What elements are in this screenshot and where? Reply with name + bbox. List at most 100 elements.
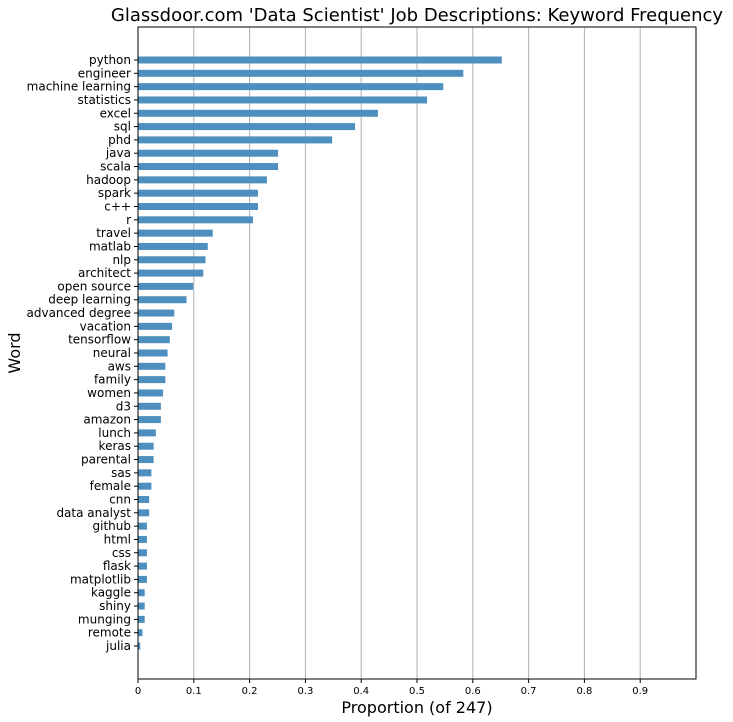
y-tick-label: engineer [78,66,131,80]
y-tick-label: css [112,546,131,560]
bar-phd [138,136,333,144]
y-tick-label: aws [108,359,131,373]
bar-css [138,549,147,557]
y-tick-label: flask [103,559,131,573]
bar-tensorflow [138,336,170,344]
y-tick-label: cnn [109,493,131,507]
bar-neural [138,349,168,357]
bar-github [138,522,147,530]
x-tick-label: 0 [135,686,141,697]
y-tick-label: advanced degree [27,306,132,320]
bars [138,56,502,650]
chart-title: Glassdoor.com 'Data Scientist' Job Descr… [111,5,724,26]
y-tick-label: shiny [99,599,131,613]
x-tick-label: 0.7 [521,686,537,697]
y-tick-label: remote [88,626,131,640]
bar-statistics [138,96,428,104]
bar-matplotlib [138,575,147,583]
bar-women [138,389,164,397]
bar-data-analyst [138,509,150,517]
y-tick-label: lunch [98,426,131,440]
y-tick-label: tensorflow [68,333,131,347]
bar-python [138,56,502,64]
x-tick-label: 0.6 [465,686,481,697]
y-tick-label: sql [114,120,131,134]
bar-engineer [138,69,464,77]
y-tick-label: deep learning [48,293,131,307]
x-tick-label: 0.5 [409,686,425,697]
bar-julia [138,642,141,650]
bar-r [138,216,253,224]
bar-matlab [138,242,208,250]
y-tick-label: female [90,479,131,493]
y-tick-label: neural [93,346,131,360]
y-tick-label: open source [57,279,131,293]
y-tick-label: julia [105,639,131,653]
y-tick-label: data analyst [56,506,131,520]
bar-parental [138,456,154,464]
bar-cnn [138,496,150,503]
y-tick-label: phd [108,133,131,147]
bar-aws [138,362,166,370]
x-tick-label: 0.9 [632,686,648,697]
bar-amazon [138,416,161,424]
bar-lunch [138,429,156,437]
bar-nlp [138,256,206,264]
x-tick-label: 0.1 [186,686,202,697]
y-tick-label: matplotlib [70,572,131,586]
y-tick-label: nlp [112,253,131,267]
y-tick-label: excel [100,106,131,120]
bar-architect [138,269,204,277]
x-tick-label: 0.8 [576,686,592,697]
bar-open-source [138,282,194,290]
bar-flask [138,562,147,570]
bar-kaggle [138,589,145,597]
y-tick-label: architect [78,266,131,280]
y-tick-label: parental [81,453,131,467]
bar-remote [138,629,143,637]
y-axis-label: Word [5,332,24,373]
bar-machine-learning [138,83,444,91]
bar-sql [138,123,356,131]
x-tick-label: 0.4 [353,686,369,697]
bar-family [138,376,166,384]
bar-java [138,149,279,157]
bar-d3 [138,402,161,410]
y-tick-label: travel [96,226,131,240]
y-tick-label: scala [100,160,131,174]
y-tick-label: sas [111,466,131,480]
y-tick-label: statistics [78,93,132,107]
y-tick-label: html [104,532,131,546]
bar-hadoop [138,176,267,184]
bar-spark [138,189,258,197]
bar-female [138,482,152,490]
bar-sas [138,469,152,477]
bar-keras [138,442,154,450]
bar-munging [138,615,145,623]
y-tick-label: kaggle [91,586,131,600]
x-axis-label: Proportion (of 247) [341,698,492,717]
bar-html [138,535,147,543]
bar-scala [138,163,279,171]
y-tick-label: hadoop [86,173,131,187]
bar-deep-learning [138,296,187,304]
y-tick-label: python [89,53,131,67]
y-tick-label: d3 [116,399,131,413]
y-tick-label: vacation [80,319,131,333]
y-tick-label: spark [98,186,131,200]
y-tick-label: keras [99,439,131,453]
y-tick-label: machine learning [27,80,131,94]
x-tick-labels: 0 0.1 0.2 0.3 0.4 0.5 0.6 0.7 0.8 0.9 [135,679,648,697]
x-tick-label: 0.3 [297,686,313,697]
y-tick-label: r [126,213,131,227]
y-tick-label: amazon [83,413,131,427]
y-tick-label: java [105,146,131,160]
x-tick-label: 0.2 [242,686,258,697]
bar-excel [138,109,378,117]
bar-advanced-degree [138,309,175,317]
bar-c- [138,203,258,210]
y-tick-label: munging [78,612,131,626]
grid [137,27,641,679]
